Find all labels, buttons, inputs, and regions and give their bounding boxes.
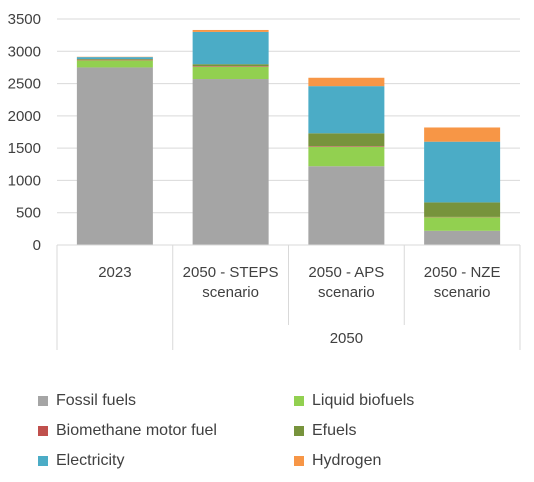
y-tick-label: 1500 <box>8 140 41 157</box>
bar-segment <box>308 146 385 167</box>
bar-segment <box>76 67 153 245</box>
legend-item: Fossil fuels <box>38 392 136 410</box>
bar-segment <box>192 29 269 32</box>
bar-segment <box>192 66 269 80</box>
legend-item: Efuels <box>294 422 356 440</box>
legend-swatch <box>38 456 48 466</box>
y-tick-label: 0 <box>33 237 41 254</box>
bar-stacks <box>76 29 501 246</box>
x-category-label: scenario <box>202 284 259 301</box>
bar-segment <box>76 59 153 61</box>
y-tick-label: 3500 <box>8 11 41 28</box>
bar-segment <box>192 66 269 67</box>
legend-label: Electricity <box>56 452 125 469</box>
x-category-label: scenario <box>318 284 375 301</box>
legend-item: Hydrogen <box>294 452 381 470</box>
legend-swatch <box>38 426 48 436</box>
y-tick-label: 1000 <box>8 172 41 189</box>
legend: Fossil fuels Liquid biofuels Biomethane mo… <box>0 384 534 480</box>
x-category-label: 2050 - STEPS <box>183 264 279 281</box>
bar-segment <box>308 86 385 134</box>
legend-label: Fossil fuels <box>56 392 137 409</box>
legend-label: Hydrogen <box>312 452 382 469</box>
legend-item: Electricity <box>38 452 124 470</box>
bar-segment <box>424 141 501 203</box>
legend-item: Biomethane motor fuel <box>38 422 217 440</box>
stacked-bar-chart: 0 500 1000 1500 2000 2500 3000 3500 2023 2050 - … <box>8 11 521 350</box>
y-tick-label: 500 <box>16 205 41 222</box>
legend-label: Efuels <box>312 422 357 439</box>
legend-label: Liquid biofuels <box>312 392 415 409</box>
bar-segment <box>76 59 153 60</box>
y-tick-label: 3000 <box>8 43 41 60</box>
bar-segment <box>424 217 501 231</box>
bar-segment <box>308 77 385 87</box>
bar-segment <box>192 79 269 246</box>
legend-swatch <box>294 456 304 466</box>
bar-segment <box>424 127 501 142</box>
bar-segment <box>308 133 385 147</box>
x-axis: 2023 2050 - STEPS scenario 2050 - APS scenar… <box>56 244 521 350</box>
bar-segment <box>76 57 153 60</box>
x-category-label: 2050 - APS <box>308 264 384 281</box>
legend-label: Biomethane motor fuel <box>56 422 217 439</box>
bar-segment <box>424 202 501 217</box>
bar-segment <box>308 166 385 245</box>
bar-segment <box>424 230 501 245</box>
bar-segment <box>76 60 153 68</box>
x-category-label: 2023 <box>98 264 131 281</box>
x-category-label: scenario <box>434 284 491 301</box>
legend-item: Liquid biofuels <box>294 392 414 410</box>
bar-segment <box>192 31 269 65</box>
bar-segment <box>308 146 385 147</box>
legend-swatch <box>294 396 304 406</box>
x-category-label: 2050 - NZE <box>424 264 501 281</box>
bar-segment <box>192 64 269 67</box>
legend-swatch <box>294 426 304 436</box>
y-tick-label: 2000 <box>8 108 41 125</box>
legend-swatch <box>38 396 48 406</box>
y-axis: 0 500 1000 1500 2000 2500 3000 3500 <box>8 11 41 254</box>
y-tick-label: 2500 <box>8 76 41 93</box>
x-group-label: 2050 <box>330 330 363 347</box>
